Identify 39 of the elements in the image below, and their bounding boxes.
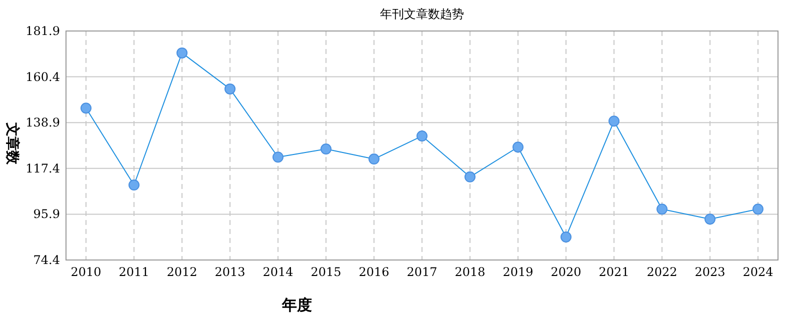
x-tick-label: 2023 (694, 265, 726, 279)
point (176, 47, 188, 58)
y-tick-label: 95.9 (33, 207, 60, 222)
x-tick-label: 2011 (118, 265, 150, 279)
point (752, 204, 764, 215)
x-tick-label: 2019 (502, 265, 534, 279)
x-tick-label: 2013 (214, 265, 246, 279)
x-tick-label: 2021 (598, 265, 630, 279)
point (224, 83, 236, 94)
point (80, 102, 92, 114)
y-axis-title: 文章数 (4, 122, 21, 166)
point (416, 130, 428, 142)
y-tick-label: 181.9 (26, 24, 60, 38)
y-tick-label: 117.4 (26, 161, 60, 176)
point (464, 171, 476, 182)
x-tick-label: 2010 (70, 265, 102, 279)
point (320, 144, 332, 155)
y-tick-label: 160.4 (26, 70, 60, 84)
x-tick-label: 2020 (550, 265, 582, 279)
y-tick-label: 138.9 (26, 116, 60, 130)
x-tick-label: 2016 (358, 265, 390, 279)
point (560, 231, 572, 242)
point (128, 180, 140, 191)
point (512, 142, 524, 153)
x-tick-label: 2017 (406, 265, 438, 279)
chart-title: 年刊文章数趋势 (380, 7, 464, 21)
point (608, 116, 620, 127)
x-axis-title: 年度 (281, 296, 312, 314)
x-tick-label: 2012 (166, 265, 198, 279)
x-tick-label: 2015 (310, 265, 342, 279)
point (656, 204, 668, 215)
point (704, 214, 716, 225)
point (272, 152, 284, 163)
point (368, 154, 380, 165)
x-tick-label: 2024 (742, 265, 774, 279)
x-tick-label: 2014 (262, 265, 294, 279)
x-tick-label: 2022 (646, 265, 678, 279)
x-tick-label: 2018 (454, 265, 486, 279)
y-tick-label: 74.4 (33, 253, 60, 267)
